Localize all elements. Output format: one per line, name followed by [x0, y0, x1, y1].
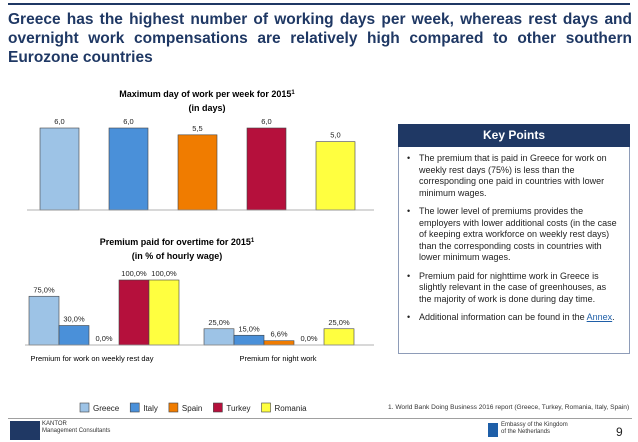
- data-label: 75,0%: [33, 285, 55, 294]
- data-label: 5,5: [192, 124, 202, 133]
- bar-turkey: [246, 127, 287, 211]
- bar-turkey: [118, 279, 150, 346]
- legend-label: Italy: [143, 404, 158, 413]
- chart-legend: Greece Italy Spain Turkey Romania: [79, 402, 308, 413]
- page-number: 9: [616, 425, 623, 439]
- data-label: 25,0%: [328, 318, 350, 327]
- legend-swatch: [79, 402, 90, 413]
- bar-romania: [315, 141, 356, 211]
- bar-spain: [263, 340, 295, 346]
- legend-item: Italy: [129, 402, 158, 413]
- bar-greece: [39, 127, 80, 211]
- legend-label: Romania: [275, 404, 308, 413]
- bar-romania: [148, 279, 180, 346]
- title-rule: [8, 3, 630, 5]
- overtime-premium-chart: Premium paid for overtime for 20151 (in …: [25, 237, 374, 363]
- bullet-icon: •: [407, 270, 411, 281]
- data-label: 6,0: [261, 117, 271, 126]
- company-name: KANTOR Management Consultants: [42, 421, 111, 434]
- data-label: 0,0%: [95, 334, 112, 343]
- bar-greece: [28, 295, 60, 346]
- page-title: Greece has the highest number of working…: [8, 11, 632, 66]
- legend-item: Spain: [168, 402, 202, 413]
- chart1-title: Maximum day of work per week for 20151: [119, 89, 295, 99]
- annex-link[interactable]: Annex: [586, 312, 613, 322]
- key-points-title: Key Points: [398, 124, 630, 147]
- footer-rule: [8, 418, 632, 419]
- data-label: 15,0%: [238, 324, 260, 333]
- data-label: 0,0%: [300, 334, 317, 343]
- key-points-box: • The premium that is paid in Greece for …: [398, 147, 630, 354]
- data-label: 6,0: [123, 117, 133, 126]
- legend-swatch: [129, 402, 140, 413]
- bar-spain: [177, 134, 218, 211]
- bullet-icon: •: [407, 312, 411, 322]
- data-label: 25,0%: [208, 318, 230, 327]
- legend-item: Romania: [261, 402, 308, 413]
- embassy-name: Embassy of the Kingdom of the Netherland…: [501, 422, 568, 435]
- data-label: 5,0: [330, 131, 340, 140]
- data-label: 6,0: [54, 117, 64, 126]
- key-point-item: • Additional information can be found in …: [407, 312, 615, 322]
- key-points-list: • The premium that is paid in Greece for …: [399, 147, 629, 324]
- bar-italy: [233, 334, 265, 346]
- key-point-item: • The lower level of premiums provides th…: [407, 206, 617, 262]
- legend-swatch: [168, 402, 179, 413]
- embassy-logo: [488, 423, 498, 437]
- legend-item: Greece: [79, 402, 120, 413]
- bar-romania: [323, 328, 355, 346]
- legend-swatch: [261, 402, 271, 413]
- key-point-item: • Premium paid for nighttime work in Gree…: [407, 270, 607, 304]
- legend-item: Turkey: [213, 402, 251, 413]
- legend-label: Spain: [182, 404, 202, 413]
- legend-swatch: [213, 402, 223, 413]
- key-point-item: • The premium that is paid in Greece for …: [407, 153, 607, 198]
- bar-italy: [108, 127, 149, 211]
- chart2-category-label: Premium for night work: [239, 354, 316, 363]
- bar-greece: [203, 328, 235, 346]
- bullet-icon: •: [407, 206, 411, 216]
- bar-italy: [58, 325, 90, 346]
- chart1-subtitle: (in days): [188, 103, 225, 113]
- footnote: 1. World Bank Doing Business 2016 report…: [388, 404, 630, 411]
- chart2-subtitle: (in % of hourly wage): [132, 251, 223, 261]
- data-label: 100,0%: [151, 269, 177, 278]
- bullet-icon: •: [407, 153, 411, 163]
- data-label: 6,6%: [270, 330, 287, 339]
- chart2-title: Premium paid for overtime for 20151: [100, 237, 255, 247]
- data-label: 30,0%: [63, 315, 85, 324]
- data-label: 100,0%: [121, 269, 147, 278]
- max-workdays-chart: Maximum day of work per week for 20151 (…: [27, 89, 374, 211]
- legend-label: Turkey: [226, 404, 250, 413]
- legend-label: Greece: [93, 404, 120, 413]
- chart2-category-label: Premium for work on weekly rest day: [31, 354, 154, 363]
- kantor-logo: [10, 421, 40, 440]
